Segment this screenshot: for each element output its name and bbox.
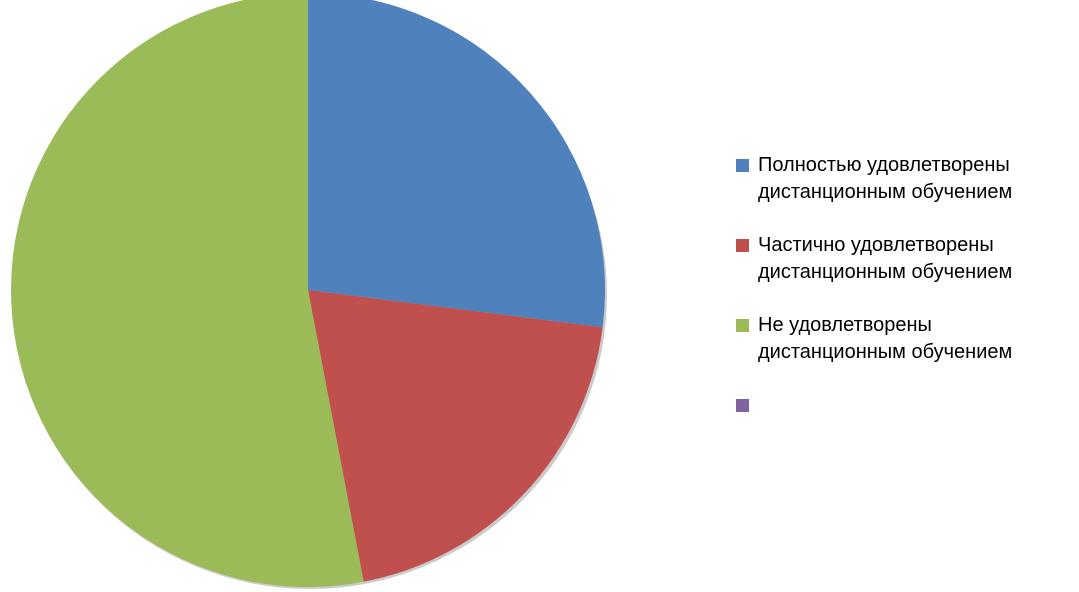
legend-item: Частично удовлетворены дистанционным обу… — [736, 232, 1066, 286]
legend-item: Полностью удовлетворены дистанционным об… — [736, 152, 1066, 206]
legend-swatch — [736, 399, 749, 412]
legend-swatch — [736, 159, 749, 172]
legend-swatch — [736, 239, 749, 252]
legend-label: Полностью удовлетворены дистанционным об… — [758, 154, 1013, 203]
pie-slice — [308, 0, 605, 328]
legend-swatch — [736, 319, 749, 332]
legend-label: Частично удовлетворены дистанционным обу… — [758, 234, 1013, 283]
legend: Полностью удовлетворены дистанционным об… — [736, 152, 1066, 445]
legend-label: Не удовлетворены дистанционным обучением — [758, 314, 1013, 363]
pie-slice — [308, 290, 603, 582]
legend-item — [736, 392, 1066, 419]
legend-item: Не удовлетворены дистанционным обучением — [736, 312, 1066, 366]
pie-slice — [11, 0, 364, 587]
